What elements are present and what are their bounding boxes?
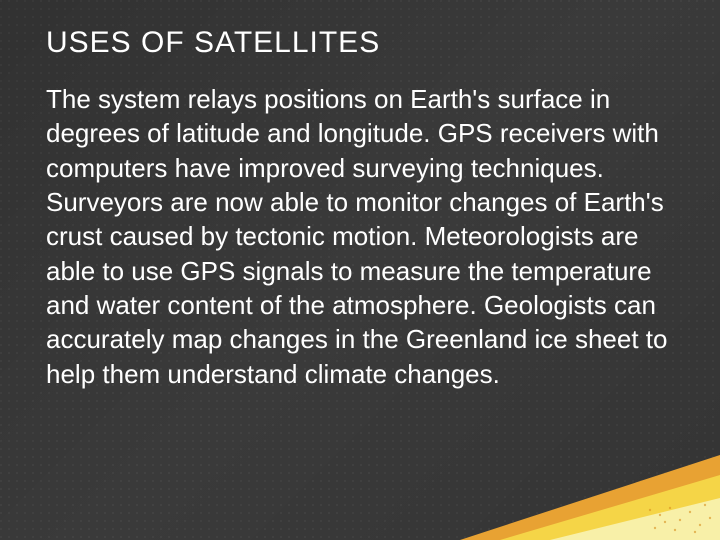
corner-decoration — [460, 420, 720, 540]
slide-container: USES OF SATELLITES The system relays pos… — [0, 0, 720, 540]
slide-body: The system relays positions on Earth's s… — [46, 82, 674, 391]
content-area: USES OF SATELLITES The system relays pos… — [0, 0, 720, 391]
slide-title: USES OF SATELLITES — [46, 26, 674, 60]
